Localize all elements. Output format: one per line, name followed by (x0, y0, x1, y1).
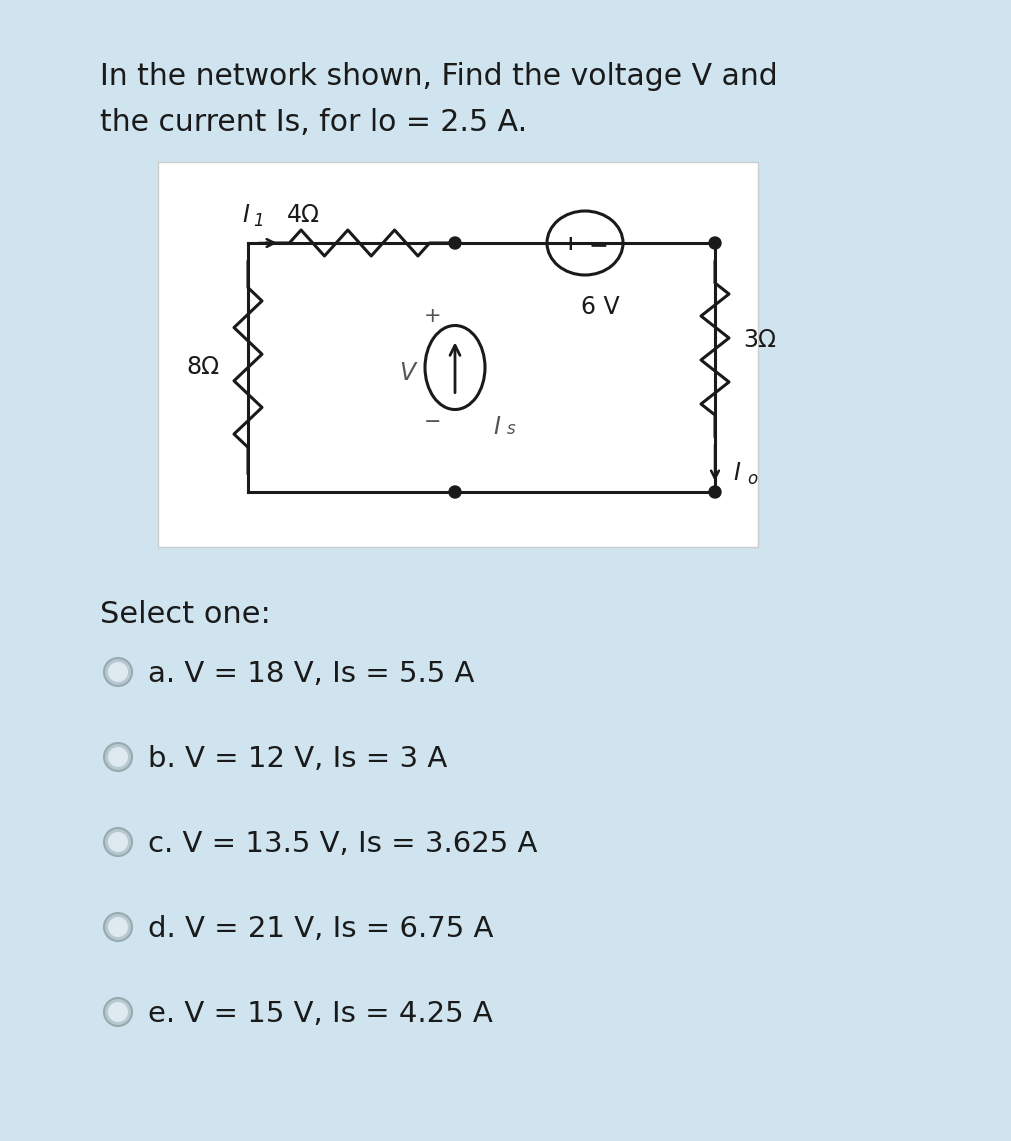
Circle shape (449, 237, 461, 249)
Text: I: I (493, 414, 500, 438)
Circle shape (108, 917, 128, 937)
Text: a. V = 18 V, Is = 5.5 A: a. V = 18 V, Is = 5.5 A (148, 659, 474, 688)
Text: V: V (399, 361, 416, 385)
Text: −: − (425, 412, 442, 431)
FancyBboxPatch shape (30, 21, 981, 1124)
Circle shape (104, 913, 132, 941)
Circle shape (104, 743, 132, 771)
Text: I: I (733, 461, 740, 485)
Text: 6 V: 6 V (580, 296, 620, 319)
Circle shape (449, 486, 461, 497)
Text: +: + (425, 306, 442, 325)
Circle shape (104, 828, 132, 856)
Circle shape (108, 1002, 128, 1022)
Text: c. V = 13.5 V, Is = 3.625 A: c. V = 13.5 V, Is = 3.625 A (148, 830, 538, 858)
Text: o: o (747, 470, 757, 488)
Text: s: s (507, 420, 516, 437)
Circle shape (709, 486, 721, 497)
Circle shape (108, 832, 128, 852)
Text: d. V = 21 V, Is = 6.75 A: d. V = 21 V, Is = 6.75 A (148, 915, 493, 942)
Circle shape (108, 747, 128, 767)
Text: I: I (243, 203, 250, 227)
Circle shape (104, 658, 132, 686)
Text: e. V = 15 V, Is = 4.25 A: e. V = 15 V, Is = 4.25 A (148, 1000, 492, 1028)
Text: b. V = 12 V, Is = 3 A: b. V = 12 V, Is = 3 A (148, 745, 447, 772)
Text: the current Is, for lo = 2.5 A.: the current Is, for lo = 2.5 A. (100, 108, 528, 137)
Text: In the network shown, Find the voltage V and: In the network shown, Find the voltage V… (100, 62, 777, 91)
Circle shape (104, 998, 132, 1026)
Text: +: + (562, 234, 580, 254)
Circle shape (709, 237, 721, 249)
Bar (158, 162, 758, 547)
Text: 8Ω: 8Ω (186, 356, 219, 380)
Text: 1: 1 (253, 212, 263, 230)
Text: −: − (588, 233, 608, 257)
Text: Select one:: Select one: (100, 600, 271, 629)
Circle shape (108, 662, 128, 682)
Text: 3Ω: 3Ω (743, 327, 776, 353)
Text: 4Ω: 4Ω (286, 203, 319, 227)
